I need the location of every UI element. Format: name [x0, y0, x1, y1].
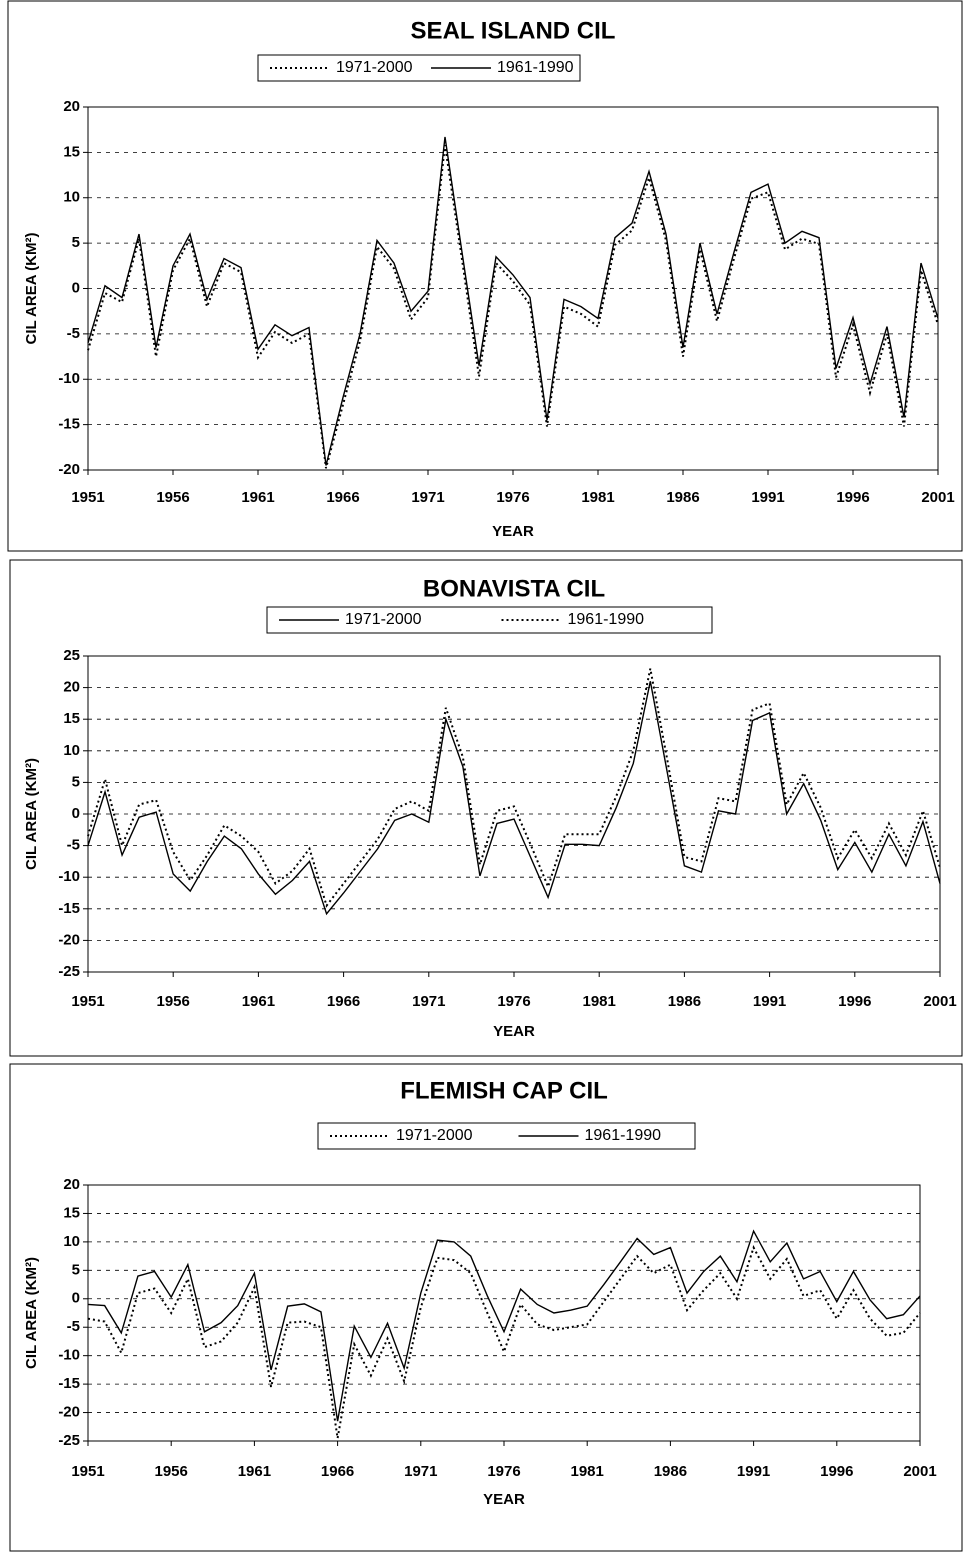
x-tick-label: 1986: [666, 489, 699, 506]
x-tick-label: 2001: [923, 993, 956, 1010]
x-tick-label: 1996: [820, 1463, 853, 1480]
y-tick-label: -25: [58, 963, 80, 980]
y-axis-label: CIL AREA (KM²): [23, 758, 40, 870]
y-tick-label: -5: [67, 325, 80, 342]
x-tick-label: 1966: [327, 993, 360, 1010]
y-tick-label: 20: [63, 98, 80, 115]
y-tick-label: -15: [58, 416, 80, 433]
y-axis-label: CIL AREA (KM²): [23, 233, 40, 345]
plot-frame: [87, 655, 941, 973]
x-tick-label: 1961: [241, 489, 274, 506]
y-tick-label: 5: [72, 1261, 80, 1278]
y-tick-label: -20: [58, 931, 80, 948]
x-tick-label: 1981: [581, 489, 614, 506]
y-tick-label: 0: [72, 805, 80, 822]
plot-frame: [87, 106, 939, 471]
chart-title: BONAVISTA CIL: [423, 575, 605, 602]
y-tick-label: 0: [72, 1290, 80, 1307]
x-tick-label: 1981: [583, 993, 616, 1010]
y-tick-label: -20: [58, 1404, 80, 1421]
y-tick-label: 10: [63, 742, 80, 759]
legend-label: 1971-2000: [336, 59, 413, 76]
plot-frame: [87, 1184, 921, 1442]
data-line: [87, 1229, 921, 1422]
y-tick-label: 0: [72, 279, 80, 296]
data-line: [87, 681, 941, 916]
data-line: [87, 668, 941, 908]
y-tick-label: -25: [58, 1432, 80, 1449]
x-tick-label: 1971: [404, 1463, 437, 1480]
x-tick-label: 1991: [753, 993, 786, 1010]
y-tick-label: 20: [63, 1176, 80, 1193]
y-tick-label: 5: [72, 773, 80, 790]
x-tick-label: 1981: [571, 1463, 604, 1480]
y-tick-label: -5: [67, 1318, 80, 1335]
x-tick-label: 1976: [497, 993, 530, 1010]
legend-label: 1961-1990: [585, 1127, 662, 1144]
y-tick-label: -10: [58, 868, 80, 885]
x-tick-label: 1956: [155, 1463, 188, 1480]
data-line: [87, 144, 939, 469]
y-tick-label: 20: [63, 679, 80, 696]
panel-border: [9, 559, 963, 1057]
legend-label: 1971-2000: [396, 1127, 473, 1144]
x-tick-label: 1956: [157, 993, 190, 1010]
y-tick-label: -10: [58, 370, 80, 387]
legend-label: 1961-1990: [497, 59, 574, 76]
legend-label: 1971-2000: [345, 611, 422, 628]
chart-title: SEAL ISLAND CIL: [411, 17, 616, 44]
x-axis-label: YEAR: [493, 1023, 535, 1040]
y-tick-label: 25: [63, 647, 80, 664]
x-tick-label: 1951: [71, 489, 104, 506]
y-tick-label: -15: [58, 900, 80, 917]
x-tick-label: 1991: [737, 1463, 770, 1480]
y-tick-label: -5: [67, 837, 80, 854]
panel-border: [9, 1063, 963, 1552]
legend-box: [266, 606, 713, 634]
x-tick-label: 1951: [71, 993, 104, 1010]
x-tick-label: 2001: [903, 1463, 936, 1480]
y-tick-label: 10: [63, 189, 80, 206]
x-tick-label: 1976: [496, 489, 529, 506]
chart-title: FLEMISH CAP CIL: [400, 1077, 608, 1104]
y-tick-label: 15: [63, 710, 80, 727]
x-tick-label: 1966: [321, 1463, 354, 1480]
x-tick-label: 1971: [412, 993, 445, 1010]
x-tick-label: 1961: [242, 993, 275, 1010]
y-tick-label: 5: [72, 234, 80, 251]
y-axis-label: CIL AREA (KM²): [23, 1257, 40, 1369]
x-tick-label: 2001: [921, 489, 954, 506]
legend-label: 1961-1990: [568, 611, 645, 628]
x-tick-label: 1996: [838, 993, 871, 1010]
x-axis-label: YEAR: [492, 523, 534, 540]
x-tick-label: 1956: [156, 489, 189, 506]
x-tick-label: 1996: [836, 489, 869, 506]
x-tick-label: 1991: [751, 489, 784, 506]
x-tick-label: 1976: [487, 1463, 520, 1480]
y-tick-label: 15: [63, 1204, 80, 1221]
y-tick-label: -20: [58, 461, 80, 478]
y-tick-label: -15: [58, 1375, 80, 1392]
y-tick-label: 15: [63, 143, 80, 160]
x-tick-label: 1986: [668, 993, 701, 1010]
x-tick-label: 1966: [326, 489, 359, 506]
x-tick-label: 1971: [411, 489, 444, 506]
x-tick-label: 1986: [654, 1463, 687, 1480]
y-tick-label: 10: [63, 1233, 80, 1250]
data-line: [87, 1245, 921, 1439]
x-tick-label: 1961: [238, 1463, 271, 1480]
data-line: [87, 136, 939, 466]
x-tick-label: 1951: [71, 1463, 104, 1480]
panel-border: [7, 0, 963, 552]
x-axis-label: YEAR: [483, 1491, 525, 1508]
y-tick-label: -10: [58, 1347, 80, 1364]
